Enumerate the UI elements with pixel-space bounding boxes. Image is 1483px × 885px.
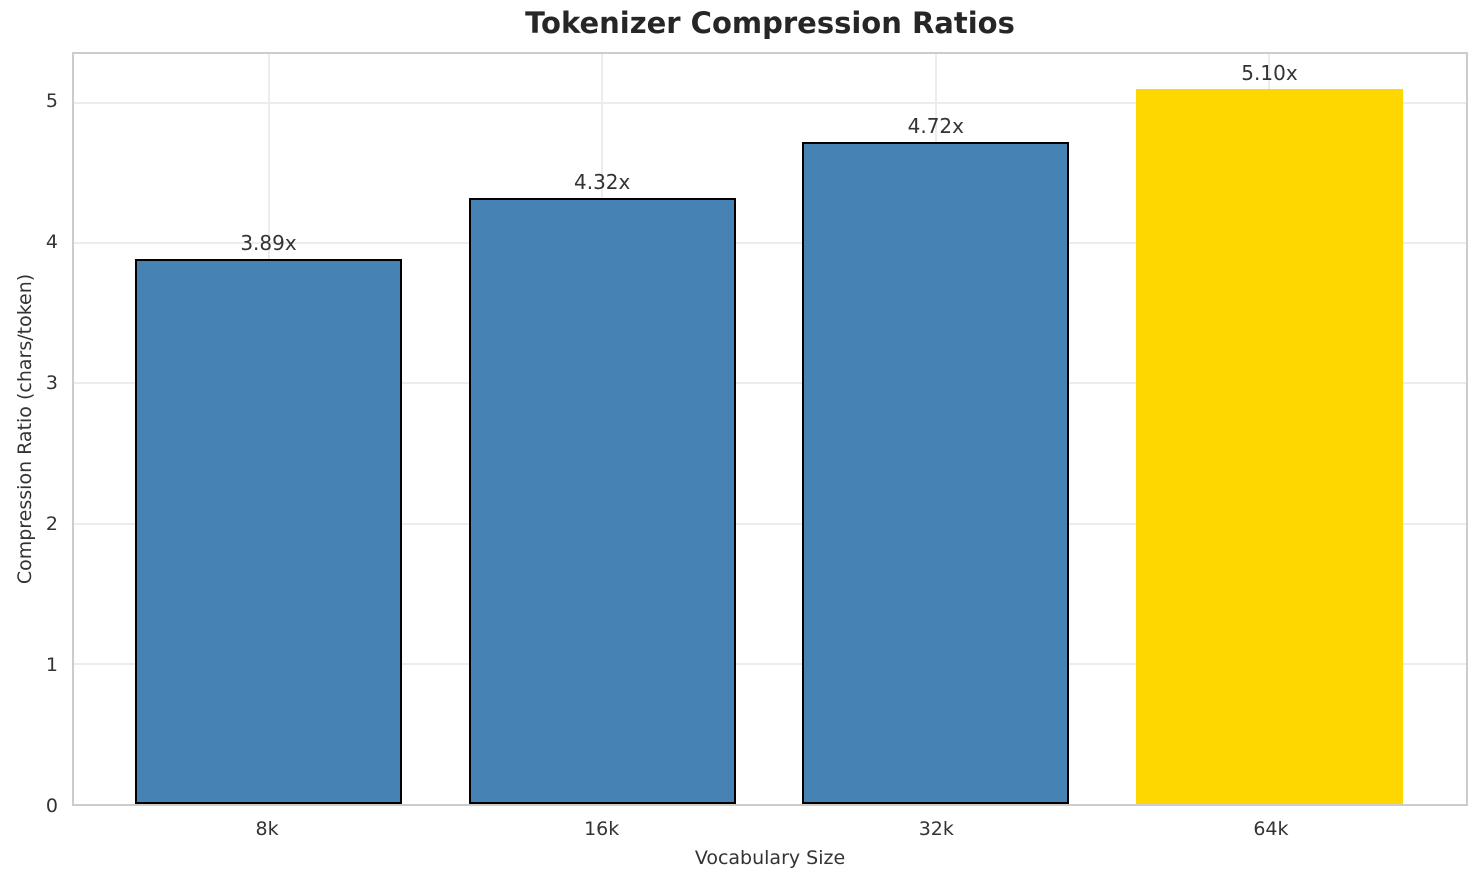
- y-tick-label-0: 0: [45, 795, 58, 817]
- bar-value-label-32k: 4.72x: [907, 114, 964, 139]
- x-tick-label-32k: 32k: [918, 818, 954, 840]
- x-tick-label-16k: 16k: [584, 818, 620, 840]
- y-tick-label-3: 3: [45, 372, 58, 395]
- y-tick-label-2: 2: [45, 513, 58, 536]
- gridline-y-1: [74, 662, 1466, 665]
- gridline-y-4: [74, 242, 1466, 245]
- bar-32k: [802, 142, 1070, 804]
- chart-title: Tokenizer Compression Ratios: [525, 6, 1015, 40]
- x-tick-label-64k: 64k: [1253, 818, 1289, 840]
- bar-8k: [135, 258, 402, 804]
- y-tick-label-5: 5: [45, 90, 58, 113]
- gridline-y-5: [74, 102, 1466, 105]
- y-tick-label-4: 4: [45, 231, 58, 254]
- gridline-y-3: [74, 382, 1466, 385]
- y-axis-label: Compression Ratio (chars/token): [14, 273, 36, 585]
- gridline-y-2: [74, 522, 1466, 525]
- bar-value-label-16k: 4.32x: [573, 170, 631, 195]
- bar-16k: [468, 198, 736, 804]
- x-tick-label-8k: 8k: [255, 818, 279, 840]
- x-axis-label: Vocabulary Size: [694, 847, 846, 869]
- bar-value-label-64k: 5.10x: [1241, 61, 1298, 86]
- y-tick-label-1: 1: [45, 654, 58, 677]
- bar-value-label-8k: 3.89x: [240, 230, 297, 255]
- bar-64k: [1136, 89, 1403, 804]
- plot-area: 3.89x 4.32x 4.72x 5.10x: [72, 52, 1468, 806]
